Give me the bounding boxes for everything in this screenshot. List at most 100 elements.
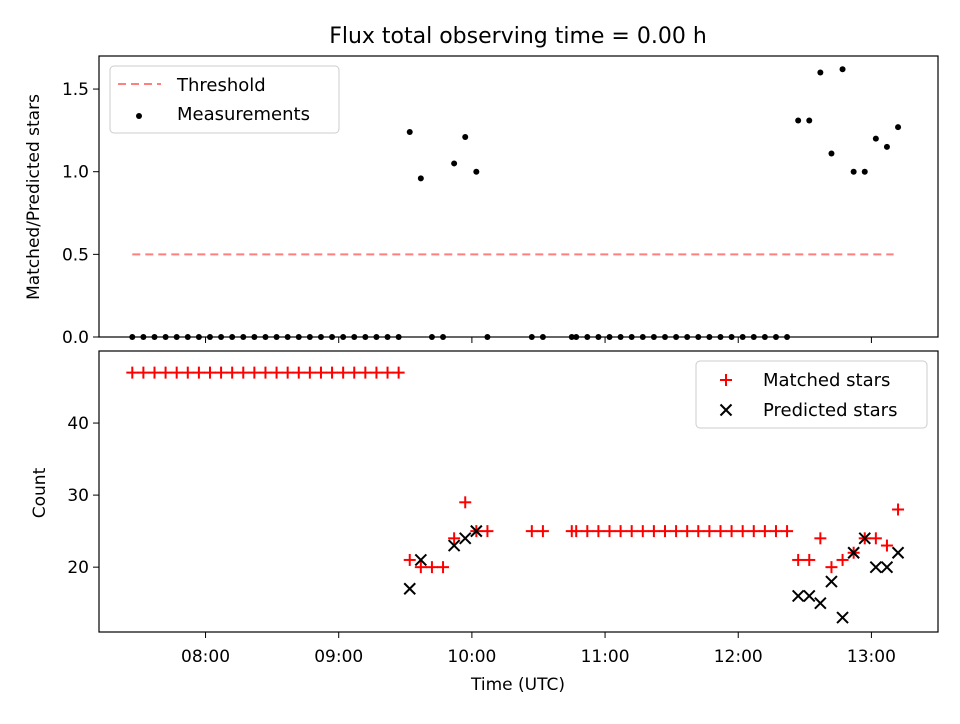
legend-threshold-label: Threshold bbox=[176, 75, 266, 96]
measurement-point bbox=[151, 334, 158, 340]
measurement-point bbox=[568, 334, 575, 340]
measurement-point bbox=[384, 334, 391, 340]
matched-star-point bbox=[592, 525, 605, 538]
matched-star-point bbox=[570, 525, 583, 538]
measurement-point bbox=[750, 334, 757, 340]
matched-star-point bbox=[348, 366, 361, 379]
matched-star-point bbox=[270, 366, 283, 379]
matched-star-point bbox=[126, 366, 139, 379]
ratio-panel: Matched/Predicted stars 0.0 0.5 1.0 1.5 Thre… bbox=[24, 55, 939, 348]
bottom-ytick-label: 30 bbox=[67, 486, 89, 506]
measurement-point bbox=[817, 69, 824, 76]
measurement-point bbox=[539, 334, 546, 340]
matched-star-point bbox=[736, 525, 749, 538]
measurement-point bbox=[661, 334, 668, 340]
matched-star-point bbox=[703, 525, 716, 538]
measurement-point bbox=[451, 160, 458, 167]
measurement-point bbox=[184, 334, 191, 340]
predicted-star-point bbox=[403, 582, 416, 595]
measurement-point bbox=[484, 334, 491, 340]
measurement-point bbox=[795, 117, 802, 124]
measurement-point bbox=[861, 168, 868, 175]
predicted-star-point bbox=[825, 575, 838, 588]
matched-star-point bbox=[259, 366, 272, 379]
matched-star-point bbox=[292, 366, 305, 379]
measurement-point bbox=[872, 135, 879, 142]
matched-star-point bbox=[803, 553, 816, 566]
bottom-xlabel: Time (UTC) bbox=[470, 675, 565, 695]
predicted-star-point bbox=[791, 589, 805, 603]
predicted-star-point bbox=[880, 560, 894, 574]
measurement-point bbox=[595, 334, 602, 340]
bottom-xtick-label: 11:00 bbox=[581, 647, 630, 667]
matched-star-point bbox=[203, 366, 216, 379]
matched-star-point bbox=[581, 525, 594, 538]
measurement-point bbox=[573, 334, 580, 340]
measurement-point bbox=[650, 334, 657, 340]
matched-star-point bbox=[137, 366, 150, 379]
bottom-ylabel: Count bbox=[30, 467, 50, 518]
matched-star-point bbox=[725, 525, 738, 538]
predicted-star-point-b bbox=[825, 575, 838, 588]
bottom-legend: Matched stars Predicted stars bbox=[695, 360, 928, 429]
measurement-point bbox=[617, 334, 624, 340]
matched-star-point bbox=[747, 525, 760, 538]
top-ytick-label: 1.0 bbox=[62, 163, 89, 183]
measurement-point bbox=[284, 334, 291, 340]
matched-star-point bbox=[448, 532, 461, 545]
matched-star-point bbox=[614, 525, 627, 538]
matched-star-point bbox=[769, 525, 782, 538]
predicted-star-point-b bbox=[791, 589, 805, 603]
legend-matched-label: Matched stars bbox=[763, 370, 890, 391]
top-plot-frame bbox=[98, 55, 939, 338]
measurement-point bbox=[295, 334, 302, 340]
matched-star-point bbox=[215, 366, 228, 379]
matched-star-point bbox=[425, 561, 438, 574]
matched-star-point bbox=[781, 525, 794, 538]
legend-matched-swatch bbox=[720, 374, 732, 386]
measurement-point bbox=[218, 334, 225, 340]
predicted-star-point-b bbox=[869, 560, 883, 574]
measurement-point bbox=[273, 334, 280, 340]
matched-star-point bbox=[692, 525, 705, 538]
predicted-star-point bbox=[847, 546, 860, 559]
legend-predicted-swatch-b bbox=[719, 403, 733, 417]
predicted-star-point-b bbox=[447, 539, 461, 552]
matched-star-point bbox=[314, 366, 327, 379]
predicted-star-point bbox=[447, 539, 461, 552]
measurement-point bbox=[340, 334, 347, 340]
matched-star-point bbox=[836, 553, 849, 566]
predicted-star-point bbox=[836, 611, 849, 624]
top-ylabel: Matched/Predicted stars bbox=[24, 94, 44, 300]
matched-star-point bbox=[459, 496, 472, 509]
legend-predicted-label: Predicted stars bbox=[763, 400, 897, 421]
matched-star-point bbox=[248, 366, 261, 379]
matched-star-point bbox=[148, 366, 161, 379]
predicted-star-point bbox=[414, 553, 428, 567]
matched-star-point bbox=[237, 366, 250, 379]
matched-star-point bbox=[525, 525, 538, 538]
matched-star-point bbox=[636, 525, 649, 538]
measurement-point bbox=[162, 334, 169, 340]
measurement-point bbox=[351, 334, 358, 340]
measurement-point bbox=[440, 334, 447, 340]
measurement-point bbox=[895, 124, 902, 131]
predicted-star-point-b bbox=[880, 560, 894, 574]
measurement-point bbox=[251, 334, 258, 340]
measurement-point bbox=[229, 334, 236, 340]
predicted-star-point-b bbox=[459, 532, 472, 545]
top-ytick-label: 1.5 bbox=[62, 80, 89, 100]
bottom-xtick-label: 10:00 bbox=[447, 647, 496, 667]
measurement-point bbox=[739, 334, 746, 340]
measurement-point bbox=[850, 168, 857, 175]
matched-star-point bbox=[437, 561, 450, 574]
measurement-point bbox=[362, 334, 369, 340]
predicted-star-point-b bbox=[414, 553, 428, 567]
predicted-star-point-b bbox=[891, 546, 905, 559]
bottom-xtick-label: 09:00 bbox=[314, 647, 363, 667]
predicted-star-point bbox=[869, 560, 883, 574]
measurement-point bbox=[695, 334, 702, 340]
legend-measurements-label: Measurements bbox=[177, 104, 310, 125]
matched-star-point bbox=[603, 525, 616, 538]
matched-star-point bbox=[714, 525, 727, 538]
